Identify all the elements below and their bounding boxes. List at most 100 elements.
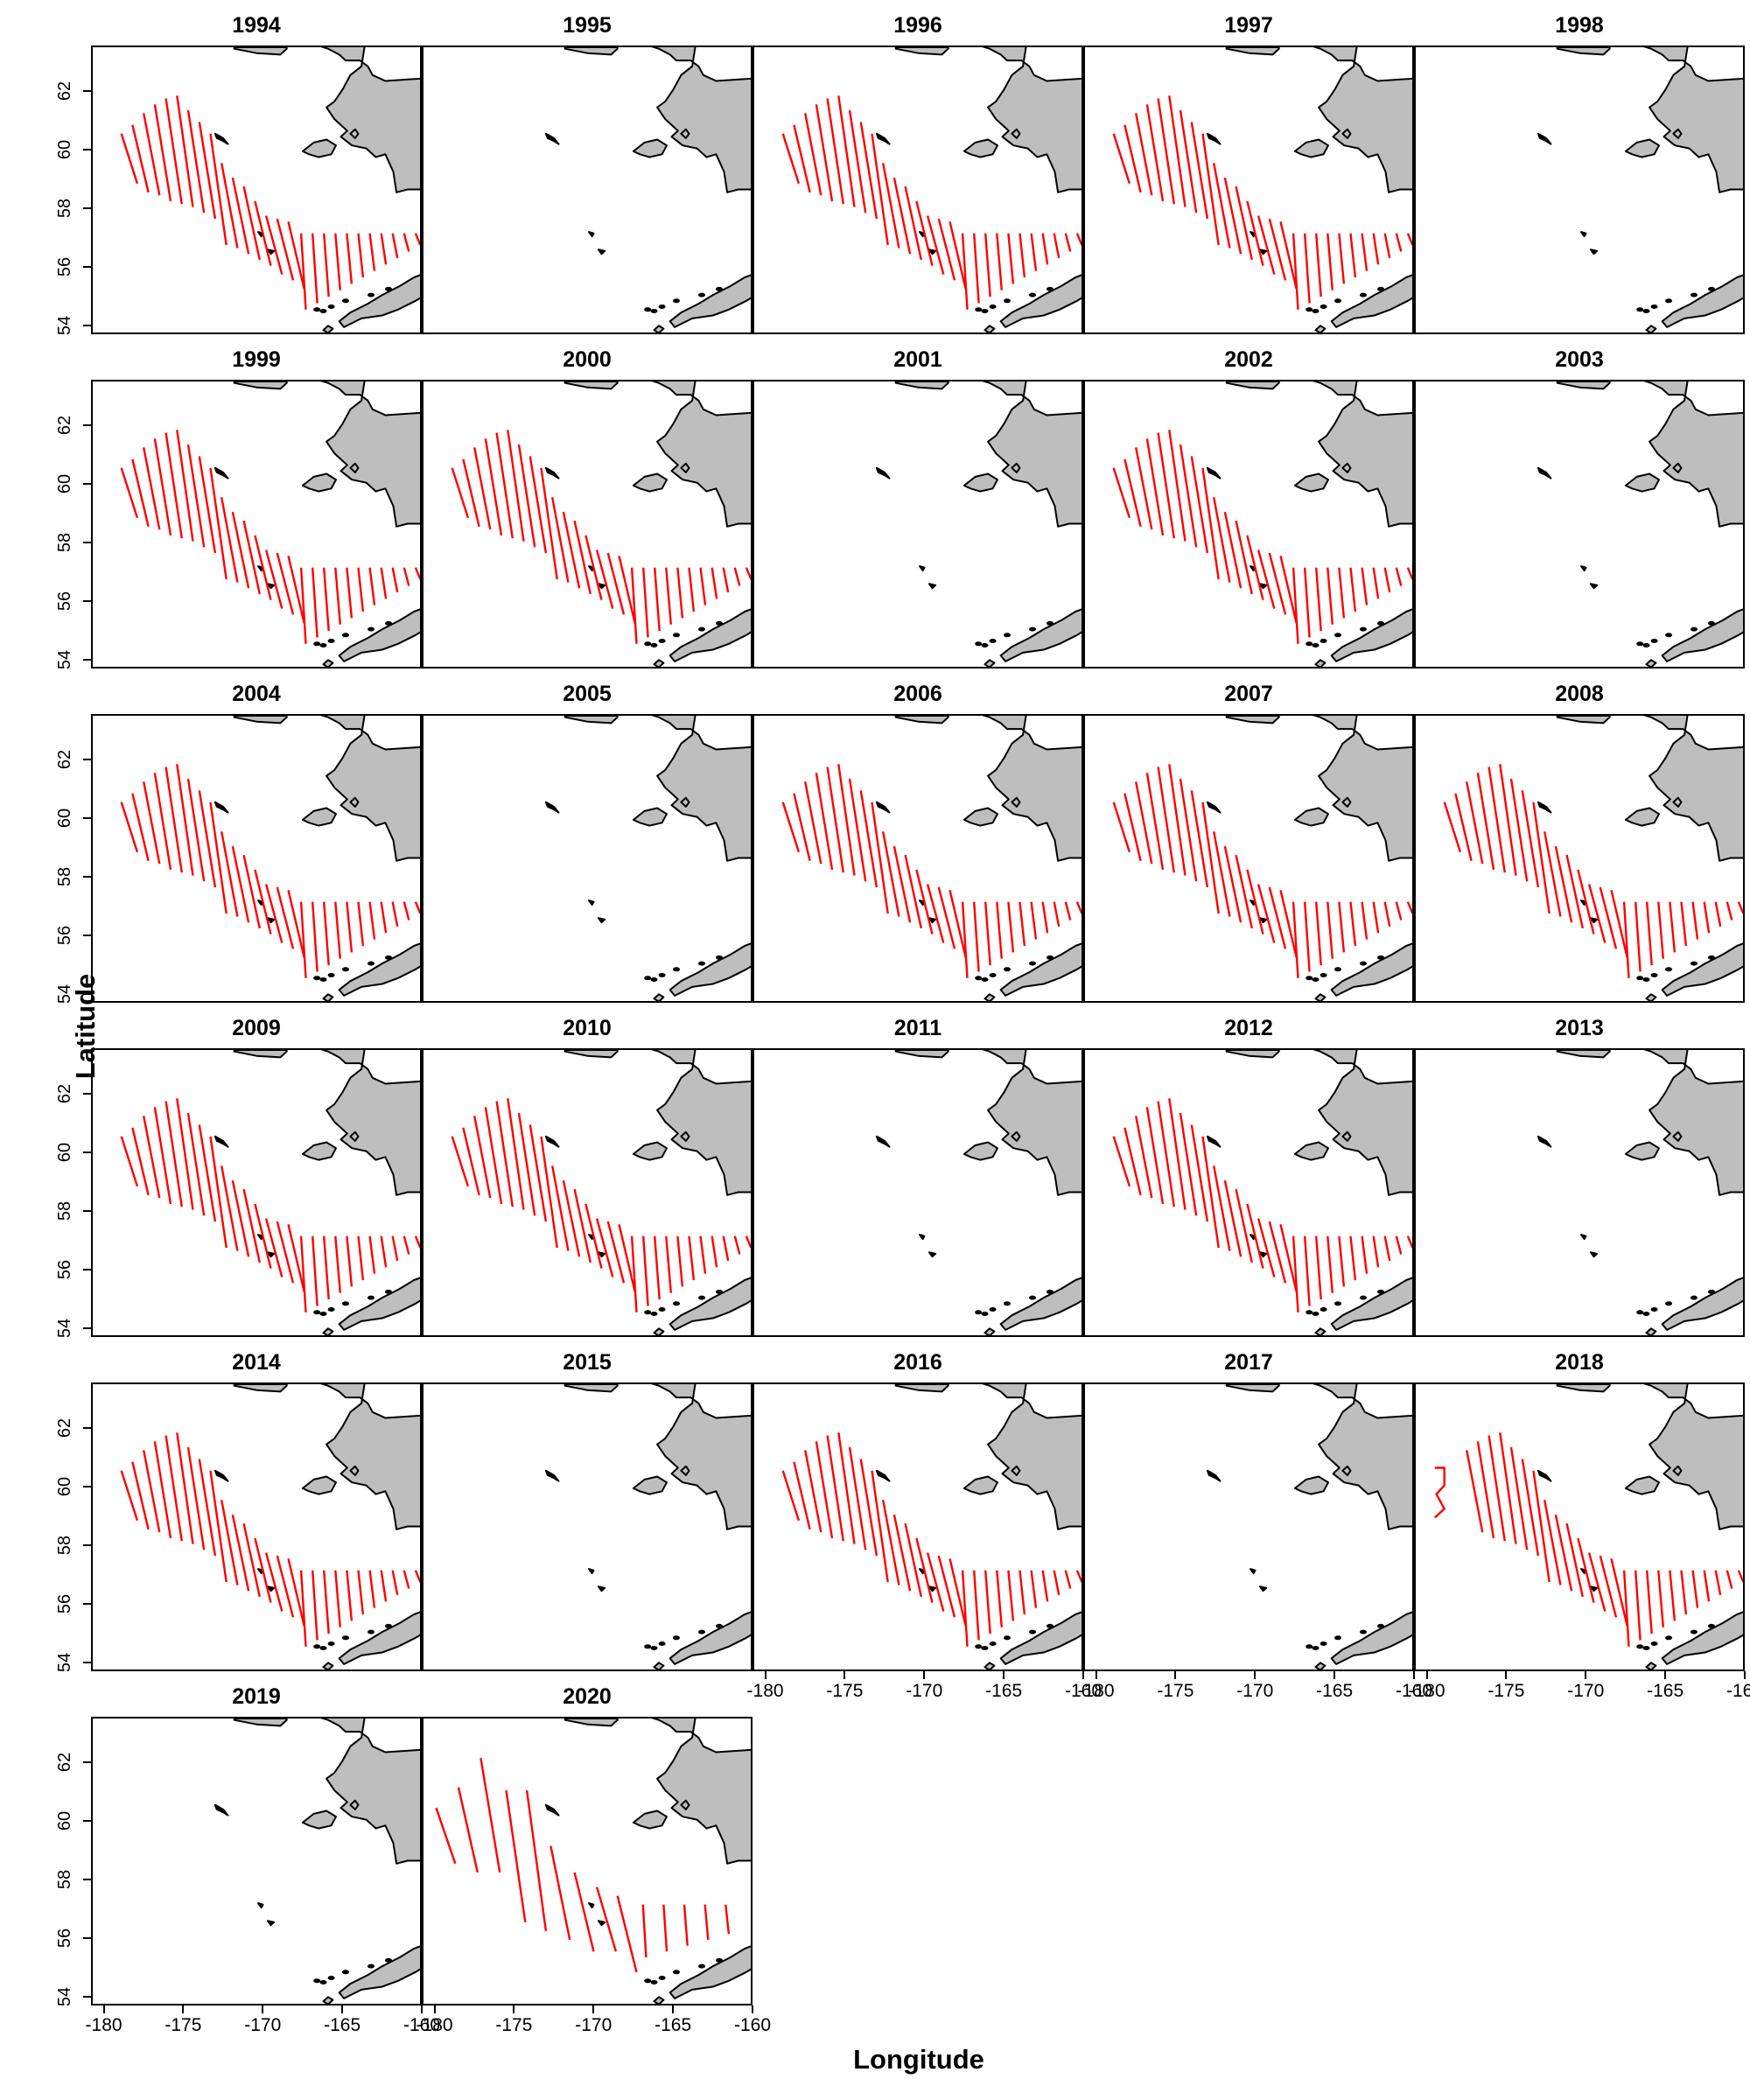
survey-transect-zigzag xyxy=(1435,1468,1445,1518)
survey-transect-line xyxy=(1327,1236,1333,1293)
survey-transect-line xyxy=(463,459,479,527)
aleutian-island xyxy=(654,994,664,1001)
alaska-mainland xyxy=(318,1718,422,1866)
x-tick-mark xyxy=(672,2006,674,2013)
survey-transect-line xyxy=(1114,1137,1130,1186)
survey-transect-line xyxy=(346,1236,352,1287)
y-tick-mark xyxy=(83,1603,91,1605)
aleutian-island xyxy=(1316,660,1326,667)
survey-transect-line xyxy=(301,902,305,978)
survey-transect-line xyxy=(1020,234,1025,277)
small-island xyxy=(673,298,680,303)
small-island xyxy=(1708,1624,1715,1628)
survey-transect-line xyxy=(324,568,329,631)
aleutian-island xyxy=(1316,1328,1326,1335)
nunivak-island xyxy=(1626,474,1659,492)
small-island xyxy=(1690,962,1698,966)
survey-transect-line xyxy=(370,1236,374,1274)
small-island xyxy=(1377,956,1384,960)
st-matthew-island xyxy=(546,1471,559,1481)
small-island xyxy=(1690,293,1698,298)
small-island xyxy=(716,956,723,960)
panel-title-2006: 2006 xyxy=(752,681,1083,707)
x-tick-mark xyxy=(513,2006,514,2013)
x-tick-label: -170 xyxy=(1559,1682,1612,1701)
small-island xyxy=(385,1290,392,1294)
survey-transect-line xyxy=(550,1846,570,1940)
survey-transect-line xyxy=(122,1471,137,1521)
aleutian-island xyxy=(324,994,333,1001)
map-panel-1998 xyxy=(1414,46,1745,334)
small-island xyxy=(368,293,374,298)
survey-transect-line xyxy=(1408,902,1413,914)
survey-transect-line xyxy=(1020,902,1025,946)
survey-transect-line xyxy=(312,568,317,638)
survey-transect-line xyxy=(1225,178,1241,254)
survey-transect-line xyxy=(1305,234,1309,304)
st-lawrence-island xyxy=(1227,1384,1279,1391)
survey-transect-line xyxy=(301,234,305,310)
small-island xyxy=(328,304,335,309)
st-george-island xyxy=(598,249,605,254)
aleutian-island xyxy=(985,1662,995,1670)
small-island xyxy=(1312,643,1320,648)
small-island xyxy=(1636,976,1643,980)
map-panel-1994 xyxy=(91,46,422,334)
survey-transect-line xyxy=(974,234,978,304)
survey-transect-line xyxy=(985,234,990,297)
survey-transect-line xyxy=(527,1790,546,1931)
map-panel-2015 xyxy=(422,1382,752,1671)
alaska-mainland xyxy=(1642,382,1745,529)
map-panel-2001 xyxy=(752,380,1083,668)
st-matthew-island xyxy=(877,802,890,813)
st-lawrence-island xyxy=(896,1384,948,1391)
small-island xyxy=(1708,287,1715,291)
survey-transect-line xyxy=(382,234,386,265)
st-lawrence-island xyxy=(234,1050,287,1057)
alaska-mainland xyxy=(318,716,422,864)
survey-transect-line xyxy=(393,902,398,927)
map-canvas-2008 xyxy=(1416,716,1745,1003)
small-island xyxy=(1334,967,1341,971)
small-island xyxy=(659,1307,666,1312)
survey-transect-line xyxy=(1374,902,1378,934)
small-island xyxy=(320,1312,327,1316)
st-paul-island xyxy=(589,1903,594,1908)
small-island xyxy=(342,1635,349,1640)
panel-title-2012: 2012 xyxy=(1083,1015,1414,1041)
survey-transect-line xyxy=(211,1471,227,1582)
survey-transect-line xyxy=(654,1236,660,1299)
small-island xyxy=(1636,1644,1643,1648)
survey-transect-line xyxy=(458,1788,478,1872)
st-matthew-island xyxy=(546,468,559,479)
alaska-mainland xyxy=(1311,1384,1414,1532)
x-tick-mark xyxy=(1426,1671,1428,1679)
map-canvas-2017 xyxy=(1085,1384,1414,1671)
survey-transect-line xyxy=(404,234,410,252)
survey-transect-line xyxy=(1727,902,1732,920)
survey-transect-line xyxy=(244,1523,260,1597)
small-island xyxy=(716,1624,723,1628)
y-tick-label: 60 xyxy=(56,1135,74,1170)
survey-transect-line xyxy=(404,902,410,920)
survey-transect-line xyxy=(794,125,809,192)
st-paul-island xyxy=(920,566,925,570)
survey-transect-line xyxy=(575,521,591,594)
survey-transect-line xyxy=(1682,902,1686,946)
alaska-mainland xyxy=(980,1384,1083,1532)
x-tick-mark xyxy=(1096,1671,1097,1679)
survey-transect-line xyxy=(1351,1236,1355,1280)
small-island xyxy=(698,627,705,632)
survey-transect-line xyxy=(701,1236,705,1274)
st-lawrence-island xyxy=(234,1718,287,1726)
y-tick-mark xyxy=(83,1269,91,1270)
small-island xyxy=(1312,309,1320,313)
survey-transect-line xyxy=(188,1113,204,1215)
y-tick-mark xyxy=(83,659,91,661)
survey-transect-line xyxy=(643,1905,647,1957)
small-island xyxy=(1377,287,1384,291)
x-tick-mark xyxy=(421,2006,423,2013)
survey-transect-line xyxy=(1408,1236,1413,1248)
survey-transect-line xyxy=(1351,234,1355,277)
st-paul-island xyxy=(589,900,594,905)
